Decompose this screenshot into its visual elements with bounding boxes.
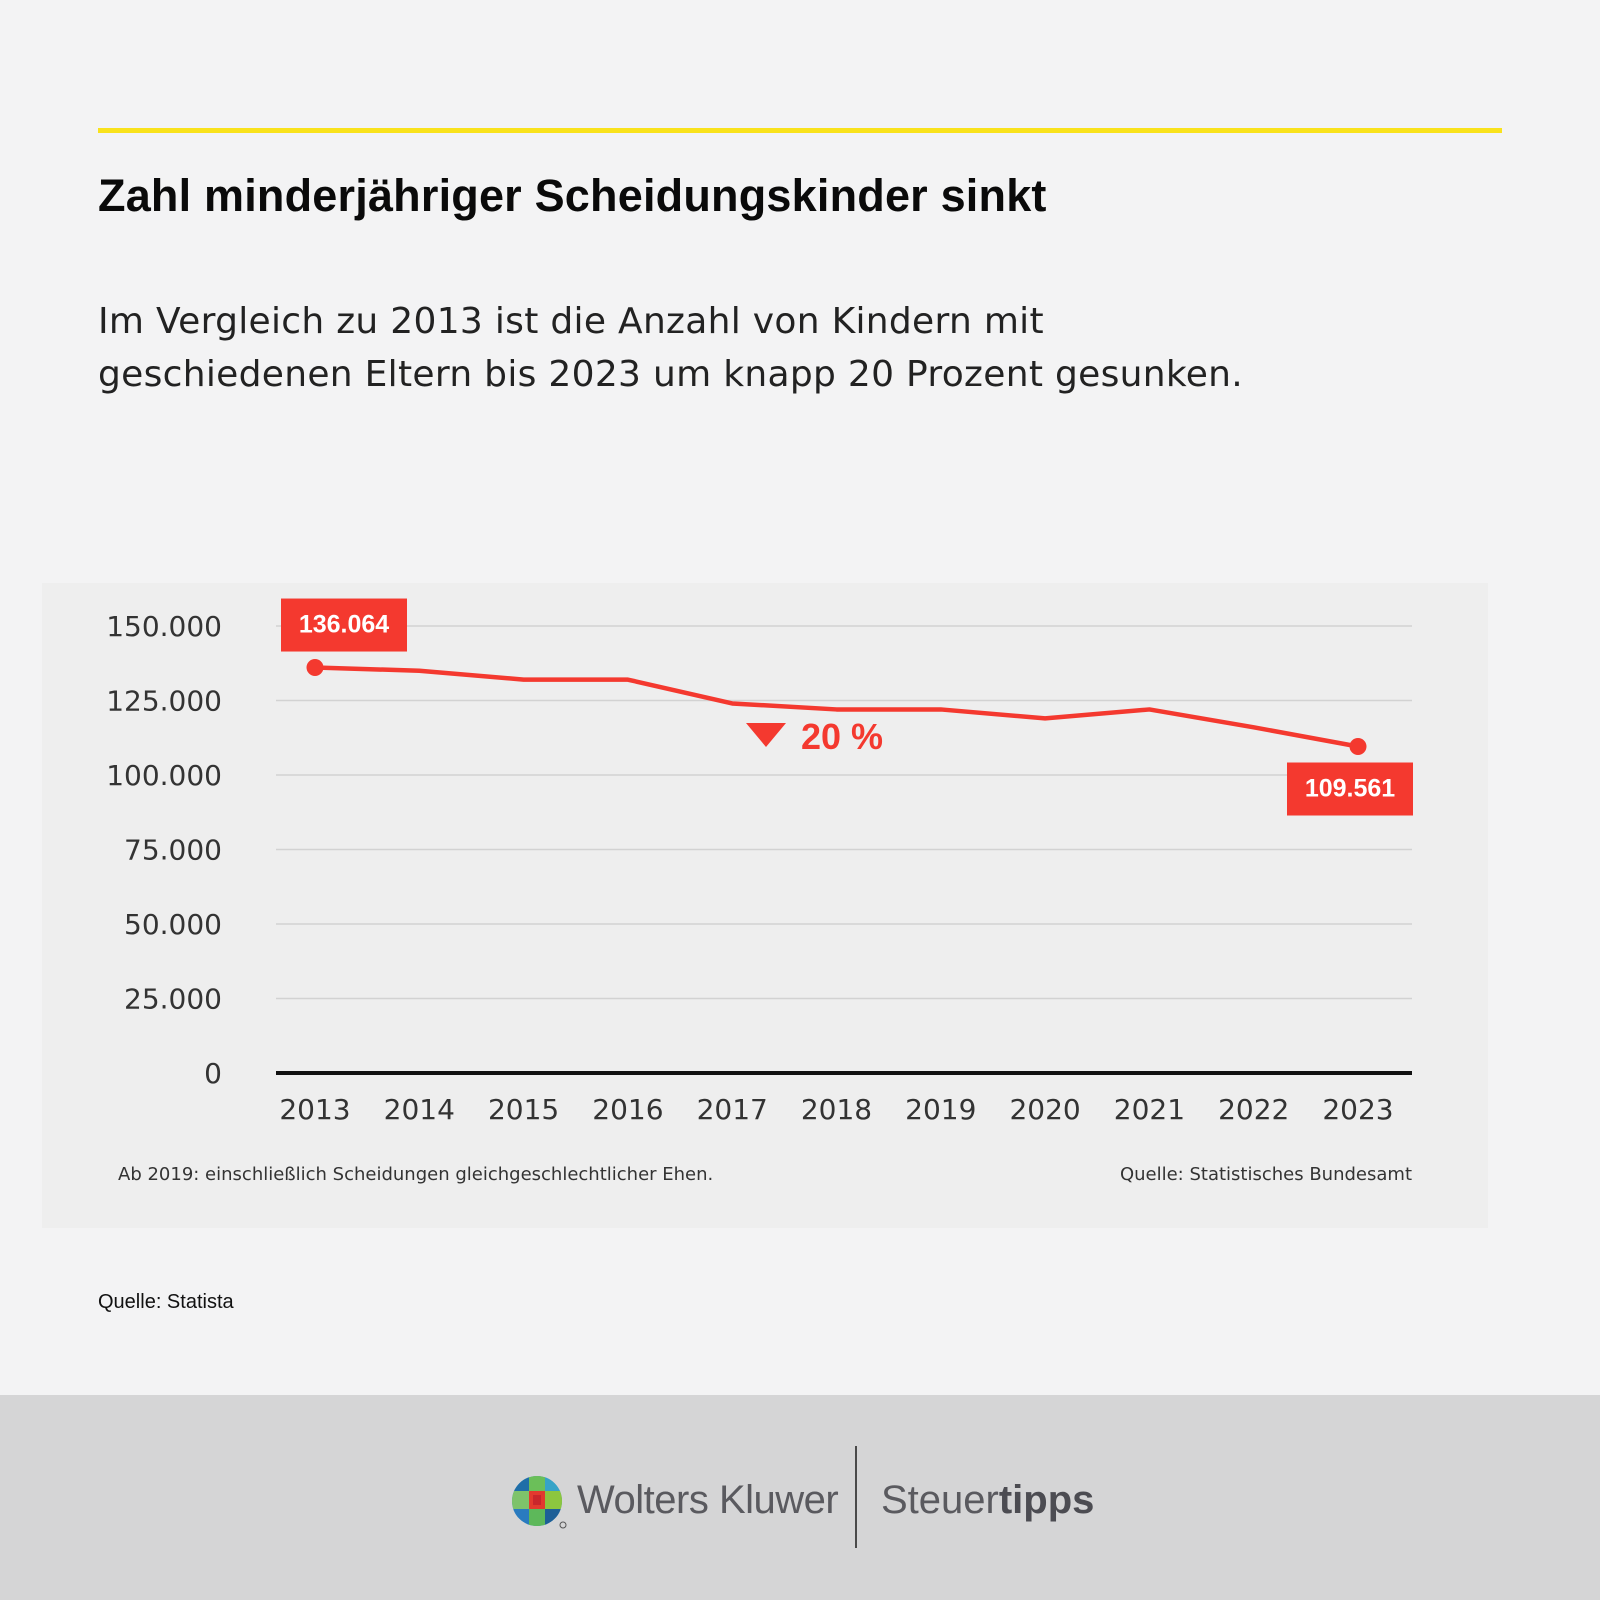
value-label: 109.561 bbox=[1305, 775, 1395, 803]
y-tick-label: 50.000 bbox=[124, 908, 222, 941]
x-tick-label: 2017 bbox=[697, 1093, 768, 1126]
y-tick-label: 125.000 bbox=[106, 685, 222, 718]
x-tick-label: 2022 bbox=[1218, 1093, 1289, 1126]
value-label: 136.064 bbox=[299, 611, 389, 639]
footer-source: Quelle: Statista bbox=[98, 1291, 234, 1313]
brand-product-suffix: tipps bbox=[998, 1478, 1095, 1522]
x-tick-label: 2020 bbox=[1009, 1093, 1080, 1126]
change-annotation: 20 % bbox=[801, 716, 883, 757]
x-tick-label: 2013 bbox=[279, 1093, 350, 1126]
brand-product: Steuertipps bbox=[881, 1478, 1094, 1523]
x-tick-label: 2015 bbox=[488, 1093, 559, 1126]
brand-divider bbox=[855, 1446, 857, 1548]
chart-source: Quelle: Statistisches Bundesamt bbox=[1120, 1164, 1412, 1185]
x-tick-label: 2018 bbox=[801, 1093, 872, 1126]
down-arrow-icon bbox=[746, 723, 786, 747]
y-tick-label: 150.000 bbox=[106, 610, 222, 643]
wolters-kluwer-logo bbox=[512, 1476, 567, 1529]
chart-panel: 0 25.000 50.000 75.000 100.000 125.000 150.000… bbox=[42, 583, 1488, 1228]
y-tick-label: 25.000 bbox=[124, 983, 222, 1016]
x-tick-label: 2023 bbox=[1322, 1093, 1393, 1126]
line-chart: 0 25.000 50.000 75.000 100.000 125.000 150.000… bbox=[106, 598, 1413, 1185]
x-tick-label: 2016 bbox=[592, 1093, 663, 1126]
subtitle-line-1: Im Vergleich zu 2013 ist die Anzahl von … bbox=[98, 301, 1044, 342]
page-title: Zahl minderjähriger Scheidungskinder sin… bbox=[98, 170, 1047, 221]
brand-company: Wolters Kluwer bbox=[577, 1478, 839, 1522]
data-point-marker bbox=[306, 659, 324, 677]
brand-bar bbox=[0, 1395, 1600, 1600]
y-tick-label: 75.000 bbox=[124, 834, 222, 867]
data-point-marker bbox=[1349, 738, 1367, 756]
subtitle-line-2: geschiedenen Eltern bis 2023 um knapp 20… bbox=[98, 354, 1244, 395]
accent-rule bbox=[98, 128, 1502, 133]
x-tick-label: 2021 bbox=[1114, 1093, 1185, 1126]
series-line bbox=[312, 665, 1361, 749]
x-tick-label: 2014 bbox=[384, 1093, 455, 1126]
value-label-box bbox=[281, 598, 407, 652]
y-tick-label: 0 bbox=[204, 1057, 222, 1090]
x-tick-label: 2019 bbox=[905, 1093, 976, 1126]
y-tick-label: 100.000 bbox=[106, 759, 222, 792]
brand-product-prefix: Steuer bbox=[881, 1478, 999, 1522]
value-label-box bbox=[1287, 762, 1413, 816]
chart-footnote: Ab 2019: einschließlich Scheidungen glei… bbox=[118, 1164, 713, 1185]
subtitle: Im Vergleich zu 2013 ist die Anzahl von … bbox=[98, 295, 1298, 401]
